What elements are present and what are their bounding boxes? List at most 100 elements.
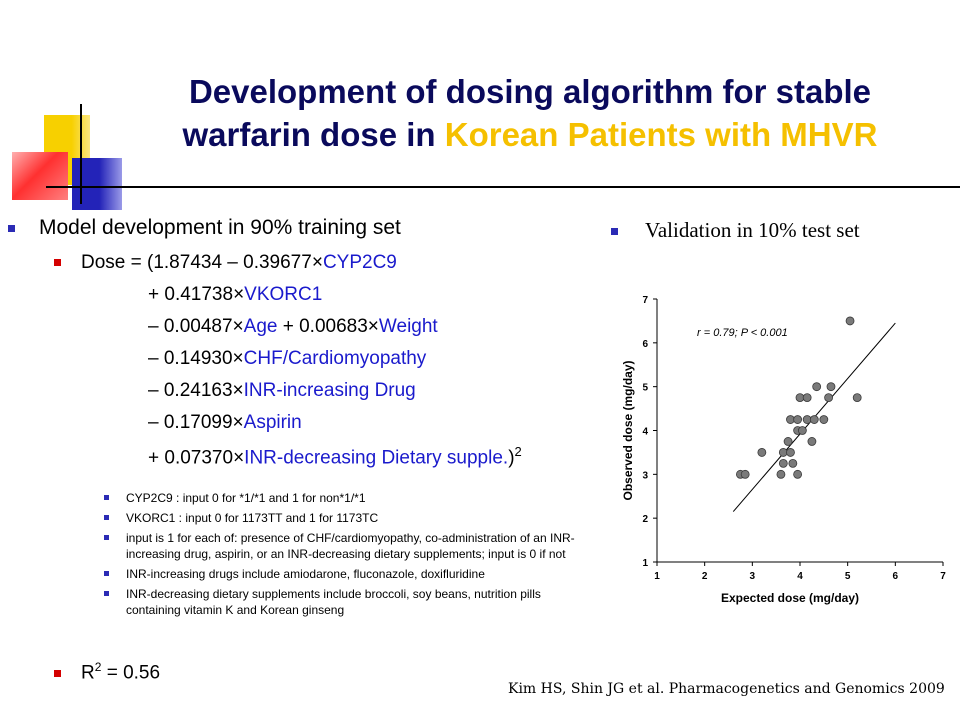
data-point: [812, 382, 822, 392]
bullet-red-icon: [54, 259, 61, 267]
times-sign: ×: [233, 284, 245, 305]
data-point: [845, 316, 855, 326]
deco-vertical-line: [80, 104, 82, 204]
term-coef: + 0.41738: [148, 284, 234, 305]
data-point: [793, 415, 803, 424]
note-text: input is 1 for each of: presence of CHF/…: [126, 531, 575, 561]
y-tick-label: 1: [642, 558, 648, 569]
times-sign: ×: [232, 412, 244, 433]
bullet-small-icon: [104, 535, 109, 540]
data-point: [740, 469, 750, 479]
times-sign: ×: [232, 348, 244, 369]
title-line-2-plain: warfarin dose in: [182, 116, 445, 153]
model-heading-row: Model development in 90% training set: [8, 216, 401, 240]
data-point: [807, 437, 817, 446]
scatter-chart: 1 2 3 4 5 6 7 1 2 3 4 5 6 7 Expected dose (mg/day) Obse…: [621, 295, 946, 605]
r-squared-row: R2 = 0.56: [54, 660, 160, 684]
data-point: [793, 469, 803, 479]
note-text: INR-increasing drugs include amiodarone,…: [126, 567, 485, 581]
data-point: [783, 437, 793, 446]
term-coef: – 0.24163: [148, 380, 233, 401]
data-point: [786, 448, 795, 457]
close-paren: ): [508, 447, 515, 469]
data-point: [778, 458, 788, 468]
x-tick-label: 4: [797, 571, 803, 582]
weight-var: Weight: [378, 316, 438, 337]
title-line-2: warfarin dose in Korean Patients with MH…: [110, 113, 950, 156]
term-coef: + 0.07370: [148, 447, 234, 469]
note-text: CYP2C9 : input 0 for *1/*1 and 1 for non…: [126, 491, 366, 505]
x-tick-label: 3: [750, 571, 756, 582]
notes-list: CYP2C9 : input 0 for *1/*1 and 1 for non…: [104, 490, 594, 622]
term-coef: – 0.17099: [148, 412, 233, 433]
times-sign: ×: [367, 316, 379, 337]
bullet-red-icon: [54, 669, 61, 677]
x-axis-title: Expected dose (mg/day): [721, 591, 859, 605]
title-line-1: Development of dosing algorithm for stab…: [188, 73, 872, 110]
bullet-square-icon: [611, 228, 618, 235]
dose-var-cyp2c9: CYP2C9: [322, 252, 397, 273]
term-coef: – 0.00487: [148, 316, 233, 337]
bullet-small-icon: [104, 495, 109, 500]
bullet-small-icon: [104, 571, 109, 576]
data-point: [797, 426, 807, 435]
weight-coef: + 0.00683: [282, 316, 368, 337]
y-tick-label: 6: [642, 339, 648, 350]
dose-prefix: Dose = (1.87434 – 0.39677: [81, 252, 312, 273]
y-tick-label: 3: [642, 470, 648, 481]
citation: Kim HS, Shin JG et al. Pharmacogenetics …: [508, 681, 945, 697]
times-sign: ×: [232, 316, 244, 337]
square-exponent: 2: [514, 444, 522, 459]
r2-superscript: 2: [94, 660, 102, 674]
y-axis-title: Observed dose (mg/day): [621, 360, 635, 500]
dose-term-inr-drug: – 0.24163×INR-increasing Drug: [148, 380, 416, 402]
r2-value: = 0.56: [101, 662, 161, 684]
dose-term-chf: – 0.14930×CHF/Cardiomyopathy: [148, 348, 426, 370]
term-var: INR-increasing Drug: [243, 380, 416, 401]
x-tick-label: 2: [702, 571, 708, 582]
data-point: [802, 393, 812, 403]
y-tick-label: 5: [642, 383, 648, 394]
bullet-square-icon: [8, 224, 15, 232]
y-tick-label: 7: [642, 295, 648, 306]
bullet-small-icon: [104, 515, 109, 520]
bullet-small-icon: [104, 591, 109, 596]
x-tick-label: 1: [654, 571, 660, 582]
dose-term-aspirin: – 0.17099×Aspirin: [148, 412, 302, 434]
term-var: Aspirin: [243, 412, 302, 433]
deco-red-block: [12, 152, 68, 200]
dose-formula-line-1: Dose = (1.87434 – 0.39677×CYP2C9: [54, 252, 397, 274]
term-coef: – 0.14930: [148, 348, 233, 369]
x-tick-label: 5: [845, 571, 851, 582]
note-item: VKORC1 : input 0 for 1173TT and 1 for 11…: [104, 510, 594, 526]
dose-term-dietary: + 0.07370×INR-decreasing Dietary supple.…: [148, 444, 522, 469]
term-var: Age: [243, 316, 278, 337]
slide-title: Development of dosing algorithm for stab…: [110, 70, 950, 156]
term-var: CHF/Cardiomyopathy: [243, 348, 427, 369]
title-highlight: Korean Patients with MHVR: [444, 116, 878, 153]
x-tick-label: 6: [893, 571, 899, 582]
validation-label: Validation in 10% test set: [645, 218, 860, 242]
dose-term-vkorc1: + 0.41738×VKORC1: [148, 284, 322, 306]
title-rule: [46, 186, 960, 188]
note-item: INR-decreasing dietary supplements inclu…: [104, 586, 594, 618]
data-point: [809, 415, 819, 424]
note-item: INR-increasing drugs include amiodarone,…: [104, 566, 594, 582]
term-var: VKORC1: [244, 284, 323, 305]
y-tick-label: 4: [642, 427, 648, 438]
data-point: [824, 393, 833, 403]
data-point: [776, 469, 786, 479]
times-sign: ×: [233, 447, 245, 469]
data-point: [852, 393, 862, 403]
times-sign: ×: [311, 252, 323, 273]
data-point: [819, 415, 829, 424]
times-sign: ×: [232, 380, 244, 401]
model-heading: Model development in 90% training set: [39, 216, 401, 239]
x-tick-label: 7: [940, 571, 946, 582]
note-text: VKORC1 : input 0 for 1173TT and 1 for 11…: [126, 511, 379, 525]
data-point: [826, 382, 836, 392]
data-point: [788, 458, 798, 468]
note-item: input is 1 for each of: presence of CHF/…: [104, 530, 594, 562]
r2-prefix: R: [81, 662, 95, 684]
correlation-annotation: r = 0.79; P < 0.001: [697, 327, 788, 339]
